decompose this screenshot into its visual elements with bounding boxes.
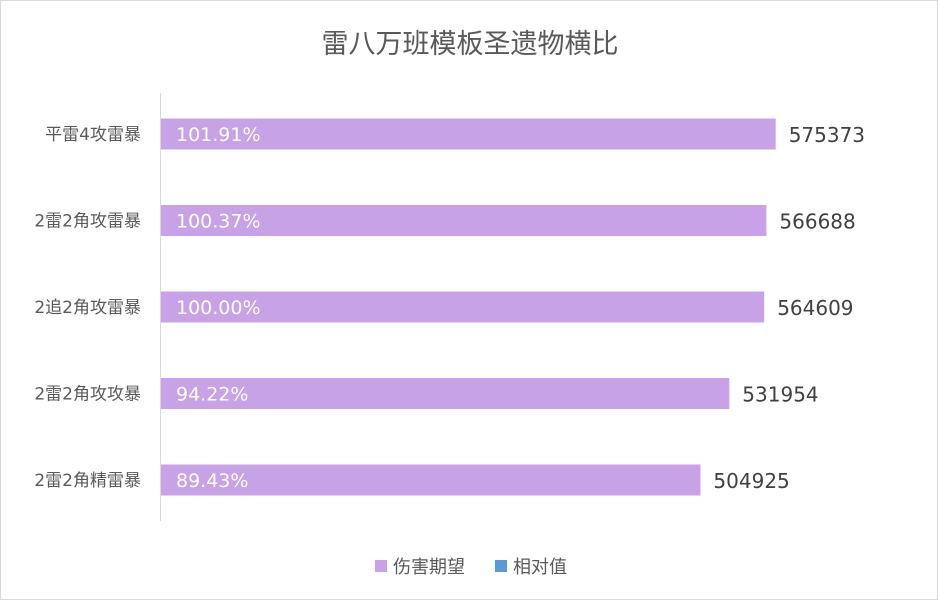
- legend-label: 伤害期望: [393, 557, 465, 578]
- category-label: 2雷2角精雷暴: [34, 471, 141, 491]
- relative-value-label: 89.43%: [176, 470, 248, 492]
- value-label: 566688: [779, 210, 855, 234]
- legend[interactable]: 伤害期望 相对值: [375, 557, 567, 578]
- bar-1: [161, 118, 776, 150]
- value-label: 564609: [777, 296, 853, 320]
- legend-label: 相对值: [513, 557, 567, 578]
- relative-value-label: 101.91%: [176, 124, 261, 146]
- relative-value-label: 94.22%: [176, 384, 248, 406]
- bar-4: [161, 378, 730, 409]
- category-label: 平雷4攻雷暴: [45, 125, 141, 145]
- value-label: 531954: [742, 383, 818, 407]
- legend-swatch-1: [375, 560, 387, 572]
- bar-5: [161, 464, 701, 496]
- relative-value-label: 100.00%: [176, 297, 261, 319]
- value-label: 504925: [713, 469, 789, 493]
- value-label: 575373: [789, 123, 865, 147]
- bar-3: [161, 291, 765, 323]
- category-label: 2雷2角攻雷暴: [34, 212, 141, 232]
- relative-value-label: 100.37%: [176, 211, 261, 233]
- legend-swatch-2: [495, 560, 507, 572]
- bar-2: [161, 205, 767, 236]
- chart-title: 雷八万班模板圣遗物横比: [322, 29, 619, 60]
- category-label: 2追2角攻雷暴: [34, 298, 141, 318]
- bars-layer: 平雷4攻雷暴 101.91% 575373 2雷2角攻雷暴 100.37% 566688 2…: [34, 118, 865, 496]
- category-label: 2雷2角攻攻暴: [34, 385, 141, 405]
